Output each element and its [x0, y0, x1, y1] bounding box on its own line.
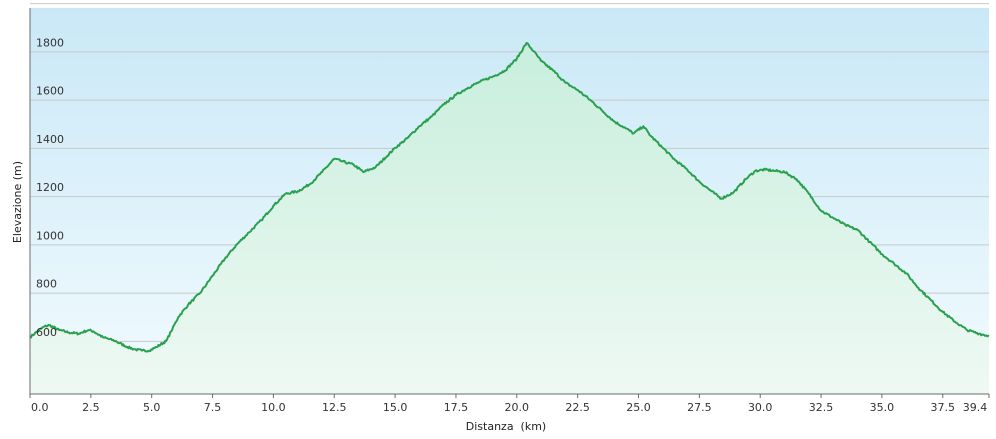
- y-tick-label: 600: [36, 326, 57, 339]
- x-tick-label: 15.0: [383, 401, 408, 414]
- y-tick-label: 1000: [36, 229, 64, 242]
- x-tick-label: 7.5: [204, 401, 222, 414]
- x-tick-label: 12.5: [322, 401, 347, 414]
- x-axis-ticks: 0.0 2.5 5.0 7.5 10.0 12.5 15.0 17.5 20.0 22.5 25.0…: [29, 394, 990, 414]
- x-tick-label: 32.5: [809, 401, 834, 414]
- y-tick-label: 1200: [36, 181, 64, 194]
- y-tick-label: 800: [36, 278, 57, 291]
- x-tick-label: 10.0: [261, 401, 286, 414]
- x-tick-label: 37.5: [931, 401, 956, 414]
- x-tick-label: 25.0: [626, 401, 651, 414]
- x-tick-label: 5.0: [143, 401, 161, 414]
- x-tick-label: 35.0: [870, 401, 895, 414]
- x-tick-label: 27.5: [687, 401, 712, 414]
- elevation-line: [29, 42, 990, 353]
- x-tick-label: 30.0: [748, 401, 773, 414]
- axes: [29, 8, 989, 395]
- elevation-area-fill: [30, 43, 989, 394]
- y-tick-label: 1400: [36, 133, 64, 146]
- x-tick-label: 0.0: [31, 401, 49, 414]
- x-tick-label: 17.5: [444, 401, 469, 414]
- y-tick-label: 1600: [36, 85, 64, 98]
- y-axis-ticks: 600 800 1000 1200 1400 1600 1800: [36, 36, 64, 339]
- x-tick-label: 22.5: [565, 401, 590, 414]
- x-tick-label: 2.5: [82, 401, 100, 414]
- x-tick-label: 39.4: [963, 401, 988, 414]
- y-axis-title: Elevazione (m): [11, 161, 24, 243]
- x-tick-label: 20.0: [505, 401, 530, 414]
- x-axis-title: Distanza (km): [466, 420, 546, 433]
- y-tick-label: 1800: [36, 36, 64, 49]
